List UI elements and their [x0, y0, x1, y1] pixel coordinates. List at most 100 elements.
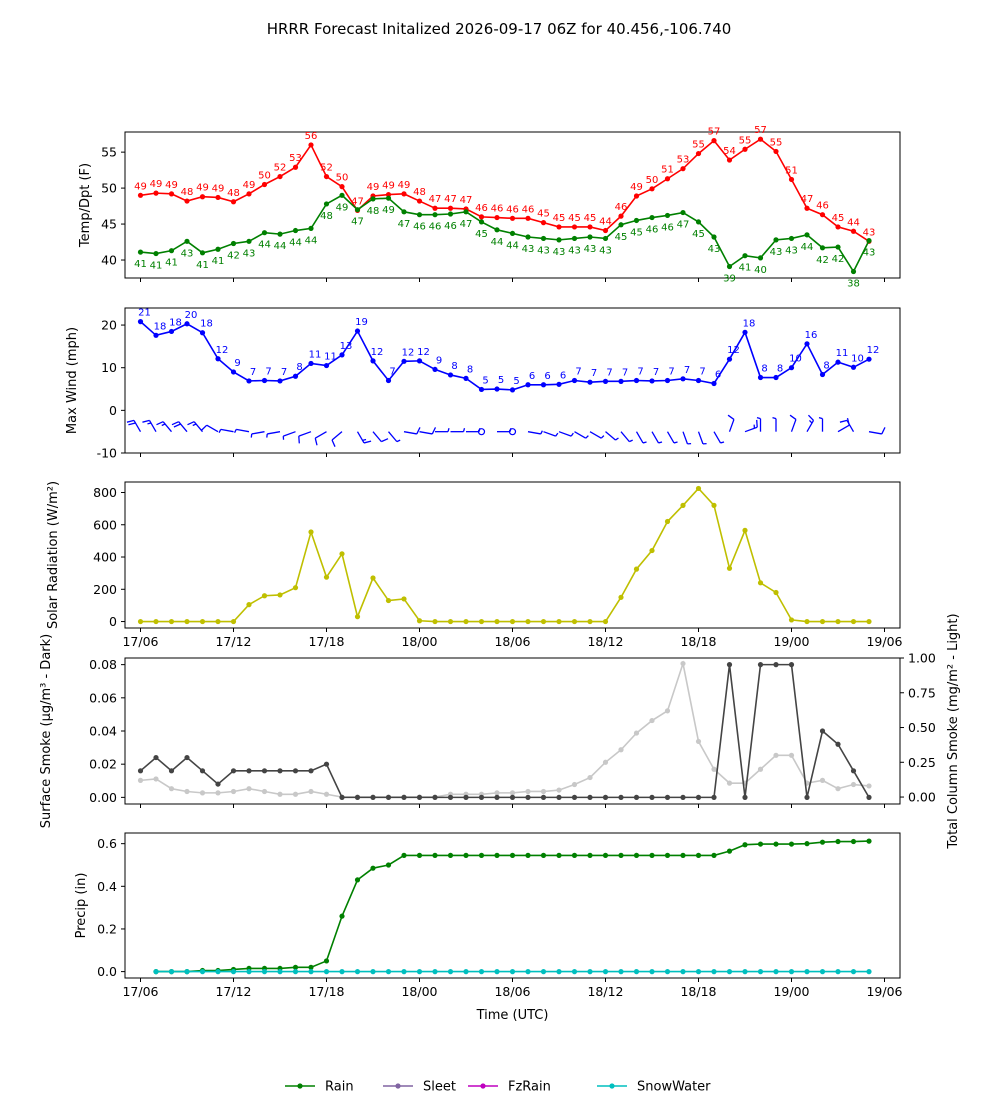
dewpoint-data-label: 41: [134, 259, 147, 270]
wind-barb-flag: [381, 438, 389, 443]
temp-point: [571, 224, 578, 230]
temp-point: [757, 136, 764, 142]
column-smoke-line: [140, 660, 870, 798]
solar-point: [788, 617, 795, 623]
wind-barb-staff: [419, 431, 433, 435]
column-smoke-point: [556, 787, 562, 793]
surface-smoke-point: [788, 662, 795, 668]
y-tick-label: 40: [101, 253, 117, 268]
legend-swatch-marker: [609, 1083, 615, 1089]
column-smoke-point: [664, 708, 671, 714]
wind-barb: [806, 414, 815, 433]
temp-point: [695, 150, 702, 157]
wind-barb: [527, 430, 543, 435]
temp-data-label: 49: [382, 181, 395, 192]
wind-point: [602, 378, 609, 384]
solar-line: [140, 487, 869, 623]
wind-point: [711, 380, 717, 387]
temp-data-label: 50: [336, 173, 349, 184]
dewpoint-data-label: 46: [413, 222, 426, 233]
dewpoint-point: [587, 234, 593, 240]
column-smoke-point: [571, 781, 578, 788]
surface-smoke-point: [385, 794, 392, 800]
solar-point: [137, 618, 144, 625]
wind-barb-staff: [605, 431, 616, 441]
wind-point: [168, 328, 175, 335]
wind-barb-calm: [508, 428, 517, 436]
dewpoint-point: [370, 196, 376, 202]
wind-barb-staff: [178, 421, 188, 433]
solar-point: [478, 618, 485, 625]
dewpoint-point: [261, 230, 268, 236]
wind-data-label: 5: [498, 375, 504, 386]
wind-barb-flag: [298, 436, 300, 444]
x-tick-label: 18/00: [401, 634, 437, 649]
temp-point: [215, 194, 221, 201]
y-tick-label: 0.2: [97, 921, 117, 936]
dewpoint-point: [230, 240, 237, 247]
rain-point: [711, 852, 717, 858]
temp-line: [140, 138, 870, 242]
solar-point: [633, 566, 640, 572]
rain-point: [695, 852, 702, 858]
wind-barb: [388, 431, 401, 443]
temp-data-label: 47: [801, 194, 814, 205]
dewpoint-data-label: 46: [646, 225, 659, 236]
wind-barb-half-flag: [600, 435, 605, 439]
solar-point: [401, 596, 407, 602]
temp-point: [649, 186, 655, 192]
column-smoke-point: [153, 776, 159, 782]
wind-barb-half-flag: [362, 438, 367, 441]
column-smoke-point: [230, 788, 237, 795]
wind-point: [153, 332, 159, 338]
wind-barb-staff: [651, 431, 660, 444]
wind-barb-half-flag: [585, 435, 589, 439]
column-smoke-point: [277, 791, 283, 797]
y-tick-label: 0.0: [97, 964, 117, 979]
wind-point: [432, 366, 438, 373]
wind-point: [277, 378, 283, 384]
solar-radiation-panel: 17/06 17/12 17/18 18/00 18/06 18/12 18/18 19/00…: [46, 481, 903, 649]
wind-barb: [589, 431, 605, 439]
wind-barb-staff: [527, 431, 541, 435]
wind-data-label: 12: [867, 345, 880, 356]
column-smoke-point: [711, 766, 717, 772]
wind-barb-half-flag: [673, 441, 678, 444]
wind-barb: [201, 424, 219, 433]
temp-point: [184, 198, 190, 204]
wind-barb: [356, 431, 372, 444]
surface-smoke-point: [602, 794, 609, 800]
wind-barb-half-flag: [234, 429, 237, 433]
y-axis-label: Solar Radiation (W/m²): [46, 481, 61, 629]
solar-point: [835, 618, 841, 625]
snowwater-point: [587, 969, 593, 975]
snowwater-point: [509, 969, 516, 975]
wind-point: [354, 328, 361, 334]
wind-data-label: 18: [169, 317, 182, 328]
rain-point: [866, 838, 872, 844]
snowwater-point: [416, 969, 423, 975]
wind-barb: [697, 431, 707, 445]
dewpoint-data-label: 46: [661, 222, 674, 233]
dewpoint-point: [695, 219, 702, 225]
solar-point: [494, 618, 500, 625]
wind-point: [540, 382, 547, 388]
snowwater-point: [726, 969, 733, 975]
wind-barb-flag: [128, 422, 136, 426]
wind-barb-half-flag: [192, 423, 197, 427]
wind-data-label: 8: [761, 364, 767, 375]
x-tick-label: 17/12: [215, 634, 251, 649]
x-tick-label: 19/00: [773, 634, 809, 649]
temp-point: [137, 192, 144, 198]
wind-barb-flag: [839, 419, 848, 423]
dewpoint-data-label: 44: [289, 238, 302, 249]
wind-data-label: 11: [836, 348, 849, 359]
temp-data-label: 48: [227, 188, 240, 199]
dewpoint-data-label: 41: [212, 256, 225, 267]
wind-point: [308, 360, 314, 367]
wind-data-label: 12: [727, 345, 740, 356]
legend-swatch-marker: [297, 1083, 303, 1089]
temp-point: [633, 193, 640, 199]
wind-point: [835, 359, 841, 365]
x-tick-label: 18/18: [680, 984, 716, 999]
